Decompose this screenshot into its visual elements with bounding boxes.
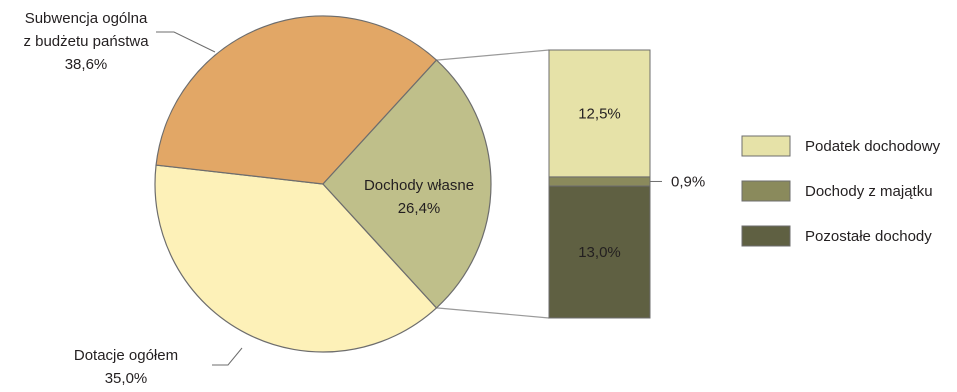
pie-labels: Subwencja ogólna z budżetu państwa 38,6% Do… [23, 10, 474, 387]
legend-swatch-2 [741, 180, 791, 202]
value-subwencja: 38,6% [65, 56, 108, 73]
bar-label-podatek: 12,5% [578, 105, 621, 122]
value-wlasne: 26,4% [398, 200, 441, 217]
legend-swatch-3 [741, 225, 791, 247]
value-dotacje: 35,0% [105, 370, 148, 387]
connector-lines [436, 49, 550, 319]
label-subwencja-line2: z budżetu państwa [23, 33, 149, 50]
legend-label-2: Dochody z majątku [805, 183, 933, 200]
pie-slice-subwencja [154, 164, 438, 353]
legend: Podatek dochodowy Dochody z majątku Pozost… [741, 135, 941, 247]
label-wlasne: Dochody własne [364, 177, 474, 194]
legend-label-1: Podatek dochodowy [805, 138, 941, 155]
bar-label-majatek: 0,9% [671, 174, 705, 191]
legend-label-3: Pozostałe dochody [805, 228, 932, 245]
legend-swatch-1 [741, 135, 791, 157]
leader-line-subwencja [156, 31, 216, 53]
breakdown-bar: 13,0% 0,9% 12,5% [548, 49, 705, 319]
pie-slice-wlasne [322, 59, 492, 309]
bar-segment-majatek [548, 176, 651, 187]
bar-label-pozostale: 13,0% [578, 244, 621, 261]
pie-slice-dotacje [155, 15, 438, 185]
connector-top [436, 49, 550, 61]
leader-line-dotacje [212, 347, 243, 366]
bar-segment-podatek [548, 49, 651, 178]
connector-bottom [436, 307, 550, 319]
label-subwencja-line1: Subwencja ogólna [25, 10, 148, 27]
label-dotacje: Dotacje ogółem [74, 347, 178, 364]
pie [154, 15, 492, 353]
